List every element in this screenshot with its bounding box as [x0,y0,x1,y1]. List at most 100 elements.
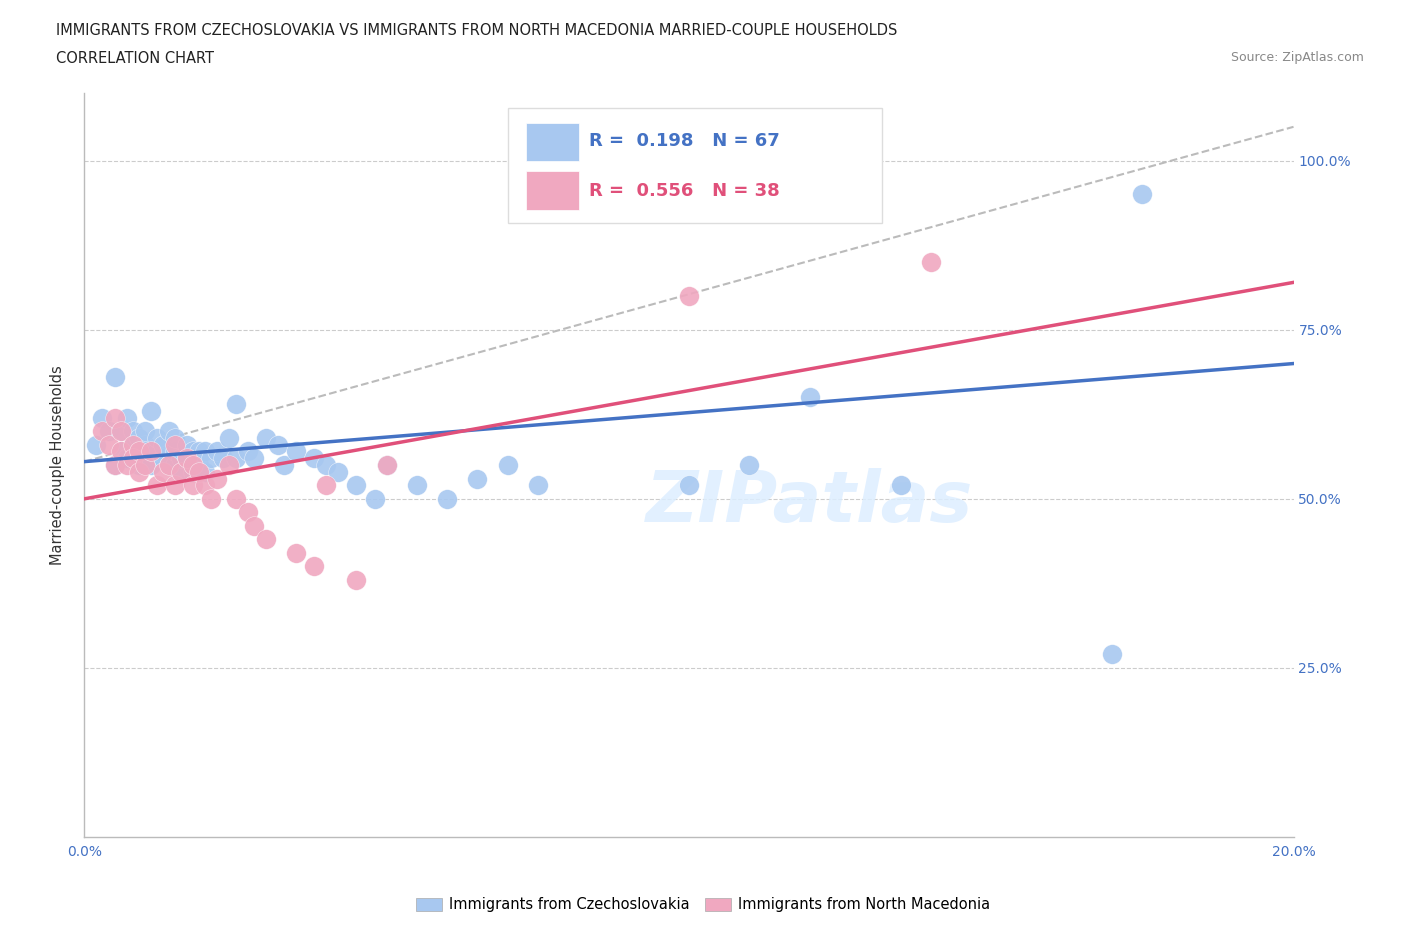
Point [225,397,247,412]
Point [115,451,138,466]
Point [176,437,198,452]
Point [194,478,217,493]
Point [212,451,235,466]
Point [920,255,942,270]
Point [496,458,519,472]
Point [285,546,308,561]
Point [134,437,156,452]
Point [328,464,350,479]
Point [406,478,429,493]
Point [104,369,127,384]
Point [315,458,337,472]
FancyBboxPatch shape [526,171,579,210]
Point [139,404,162,418]
Point [146,431,169,445]
Text: IMMIGRANTS FROM CZECHOSLOVAKIA VS IMMIGRANTS FROM NORTH MACEDONIA MARRIED-COUPLE: IMMIGRANTS FROM CZECHOSLOVAKIA VS IMMIGR… [56,23,897,38]
Point [165,458,187,472]
Point [267,437,290,452]
Point [110,424,132,439]
Point [273,458,295,472]
Point [436,491,458,506]
Point [165,444,187,458]
Point [188,458,211,472]
Point [176,451,198,466]
Point [134,451,156,466]
Point [121,437,143,452]
Point [139,444,162,458]
Point [139,458,162,472]
Point [218,431,240,445]
Point [104,410,127,425]
Point [170,464,193,479]
Point [738,458,761,472]
Y-axis label: Married-couple Households: Married-couple Households [51,365,65,565]
Point [181,444,204,458]
Point [207,472,229,486]
Point [254,532,277,547]
Point [188,464,211,479]
Point [1130,187,1153,202]
Point [200,491,222,506]
Point [194,444,217,458]
Point [165,437,187,452]
Point [121,437,143,452]
Point [207,444,229,458]
Text: CORRELATION CHART: CORRELATION CHART [56,51,214,66]
Point [527,478,550,493]
Point [890,478,912,493]
Point [218,458,240,472]
Point [157,458,180,472]
Point [91,410,114,425]
Point [236,505,259,520]
Point [121,451,143,466]
Point [97,437,120,452]
Point [152,437,174,452]
Point [225,451,247,466]
Point [128,444,150,458]
Point [194,464,217,479]
Point [254,431,277,445]
Text: Source: ZipAtlas.com: Source: ZipAtlas.com [1230,51,1364,64]
Point [165,431,187,445]
Point [176,451,198,466]
Text: R =  0.198   N = 67: R = 0.198 N = 67 [589,132,779,151]
Point [302,451,325,466]
Point [152,464,174,479]
Point [134,458,156,472]
Point [242,518,264,533]
Point [678,288,700,303]
Point [110,424,132,439]
Point [97,424,120,439]
Point [1101,647,1123,662]
Point [170,464,193,479]
Point [170,451,193,466]
Point [236,444,259,458]
Text: ZIPatlas: ZIPatlas [647,468,973,537]
Point [467,472,489,486]
Point [242,451,264,466]
Point [128,464,150,479]
Point [678,478,700,493]
Point [363,491,385,506]
Point [375,458,398,472]
Point [157,458,180,472]
Point [302,559,325,574]
Point [181,478,204,493]
Point [128,458,150,472]
Point [285,444,308,458]
Point [104,458,127,472]
Point [152,451,174,466]
FancyBboxPatch shape [508,108,883,223]
Point [121,424,143,439]
Text: R =  0.556   N = 38: R = 0.556 N = 38 [589,182,779,200]
Point [128,431,150,445]
Point [91,424,114,439]
Point [346,478,368,493]
Point [188,444,211,458]
FancyBboxPatch shape [526,123,579,162]
Point [181,464,204,479]
Point [225,491,247,506]
Point [799,390,821,405]
Point [86,437,108,452]
Point [110,444,132,458]
